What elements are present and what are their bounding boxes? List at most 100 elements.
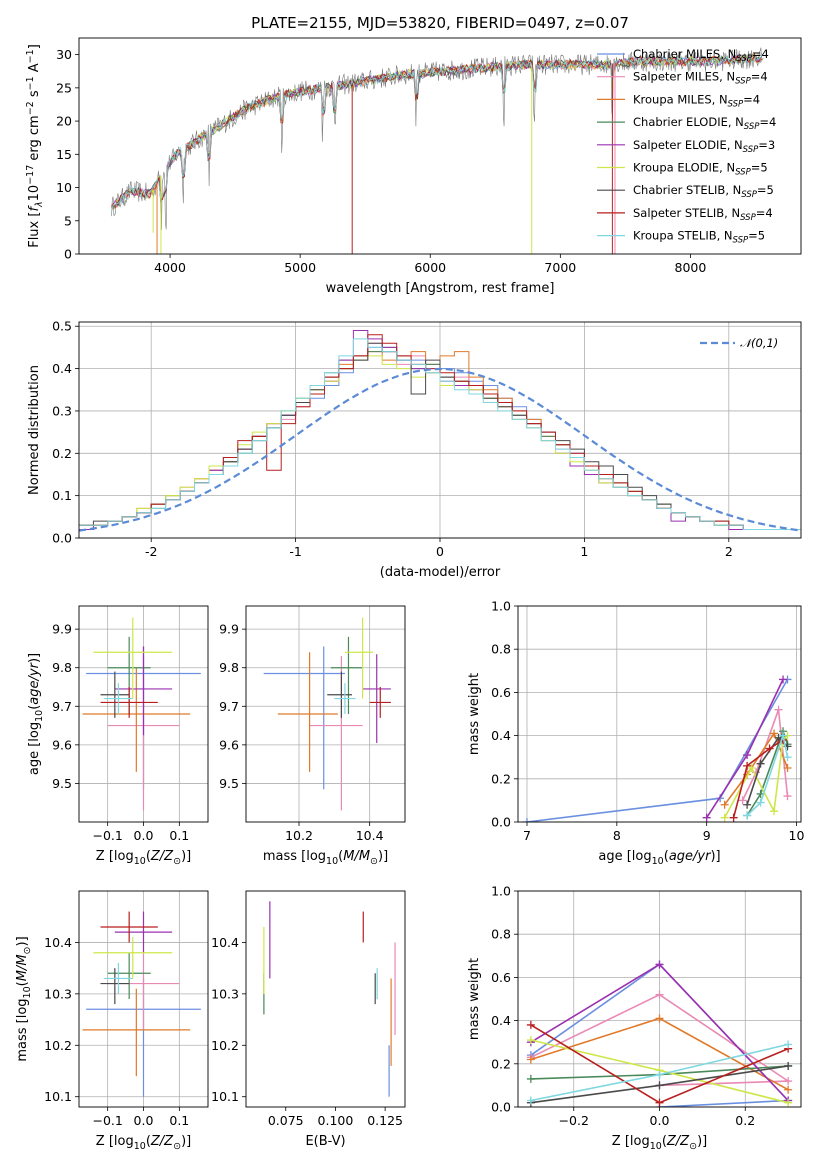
- weight-line-salpeter-miles: [530, 993, 791, 1087]
- weight-marker-kroupa-miles: [784, 1085, 793, 1094]
- x-tick-label: 0.1: [169, 828, 189, 843]
- y-tick-label: 0.5: [52, 319, 72, 334]
- legend-entry: Salpeter ELODIE, NSSP=3: [633, 138, 775, 155]
- weight-marker-kroupa-elodie: [770, 807, 779, 816]
- legend-entry: Kroupa MILES, NSSP=4: [633, 92, 760, 109]
- weight-marker-salpeter-stelib: [743, 761, 752, 770]
- x-tick-label: 0.125: [367, 1113, 403, 1128]
- y-tick-label: 0.0: [491, 1100, 511, 1115]
- weight-marker-kroupa-miles: [770, 729, 779, 738]
- weight-marker-kroupa-elodie: [526, 1036, 535, 1045]
- x-tick-label: 0.0: [134, 828, 154, 843]
- x-tick-label: 1: [580, 544, 588, 559]
- weight-lines: [522, 675, 792, 822]
- x-tick-label: 7: [523, 828, 531, 843]
- model-spectrum-kroupa-stelib: [111, 53, 762, 212]
- x-tick-label: 5000: [284, 260, 316, 275]
- weight-marker-kroupa-stelib: [655, 1070, 664, 1079]
- weight-marker-salpeter-miles: [738, 796, 747, 805]
- x-axis-label: Z [log10(Z/Z⊙)]: [96, 849, 191, 867]
- panel-mass_vs_Z: −0.1 0.0 0.1 10.1 10.2 10.3 10.4 Z [log10(Z/Z⊙)…: [15, 890, 209, 1152]
- weight-marker-kroupa-stelib: [779, 731, 788, 740]
- axes-frame: [78, 605, 209, 823]
- y-tick-label: 0.2: [491, 1056, 511, 1071]
- weight-lines: [526, 960, 793, 1107]
- weight-marker-salpeter-elodie: [743, 751, 752, 760]
- x-tick-label: −0.1: [92, 1113, 122, 1128]
- x-tick-label: 10: [789, 828, 805, 843]
- y-tick-label: 10.4: [44, 935, 72, 950]
- weight-marker-kroupa-stelib: [783, 753, 792, 762]
- y-tick-label: 10.2: [44, 1038, 72, 1053]
- y-tick-label: 0.4: [52, 361, 72, 376]
- x-tick-label: -2: [145, 544, 157, 559]
- y-tick-label: 0.6: [491, 685, 511, 700]
- weight-marker-salpeter-miles: [784, 1077, 793, 1086]
- x-tick-label: 6000: [414, 260, 446, 275]
- x-tick-label: −0.1: [92, 828, 122, 843]
- y-tick-label: 20: [56, 114, 72, 129]
- y-tick-label: 0.8: [491, 642, 511, 657]
- figure-title: PLATE=2155, MJD=53820, FIBERID=0497, z=0…: [251, 14, 629, 32]
- weight-marker-chabrier-stelib: [743, 800, 752, 809]
- x-tick-label: 10.2: [285, 828, 313, 843]
- y-tick-label: 0.1: [52, 488, 72, 503]
- y-tick-label: 9.7: [219, 699, 239, 714]
- y-tick-label: 0.4: [491, 728, 511, 743]
- normal-curve: [79, 367, 801, 532]
- x-tick-label: 0: [436, 544, 444, 559]
- weight-marker-chabrier-stelib: [784, 1061, 793, 1070]
- weight-line-kroupa-miles: [723, 731, 789, 806]
- x-tick-label: 0.1: [169, 1113, 189, 1128]
- y-axis-label: mass weight: [467, 673, 482, 755]
- x-tick-label: 8: [613, 828, 621, 843]
- weight-marker-salpeter-stelib: [526, 1020, 535, 1029]
- y-tick-label: 0.0: [52, 531, 72, 546]
- axes-frame: [245, 890, 406, 1108]
- weight-marker-salpeter-miles: [774, 705, 783, 714]
- weight-marker-salpeter-miles: [783, 792, 792, 801]
- panel-age_vs_Z: −0.1 0.0 0.1 9.5 9.6 9.7 9.8 9.9 Z [log10(Z/Z⊙)]…: [27, 605, 209, 867]
- y-axis-label: mass weight: [467, 958, 482, 1040]
- y-tick-label: 1.0: [491, 884, 511, 899]
- y-tick-label: 0.4: [491, 1013, 511, 1028]
- weight-line-salpeter-miles: [741, 709, 789, 801]
- x-tick-label: 10.4: [356, 828, 384, 843]
- x-axis-label: mass [log10(M/M⊙)]: [263, 849, 388, 867]
- y-tick-label: 0.3: [52, 403, 72, 418]
- weight-marker-salpeter-elodie: [702, 813, 711, 822]
- axes-frame: [245, 605, 406, 823]
- weight-marker-kroupa-elodie: [720, 813, 729, 822]
- legend-entry: Kroupa STELIB, NSSP=5: [633, 229, 765, 246]
- panel-weight_vs_age: 7 8 9 10 0.0 0.2 0.4 0.6 0.8 1.0 mass weight age [l…: [467, 599, 805, 868]
- y-tick-label: 10.1: [44, 1089, 72, 1104]
- y-tick-label: 0: [64, 247, 72, 262]
- weight-marker-salpeter-stelib: [655, 1098, 664, 1107]
- x-axis-label: Z [log10(Z/Z⊙)]: [612, 1134, 707, 1152]
- y-tick-label: 0.2: [491, 771, 511, 786]
- weight-marker-kroupa-elodie: [747, 764, 756, 772]
- legend-entry: Salpeter STELIB, NSSP=4: [633, 206, 773, 223]
- weight-marker-kroupa-stelib: [743, 811, 752, 820]
- x-tick-label: 0.100: [318, 1113, 354, 1128]
- y-tick-label: 9.6: [219, 737, 239, 752]
- y-tick-label: 1.0: [491, 599, 511, 614]
- y-tick-label: 10.3: [44, 986, 72, 1001]
- legend-entry: Chabrier STELIB, NSSP=5: [633, 183, 774, 200]
- axes-frame: [78, 321, 802, 539]
- panel-spectrum: 4000 5000 6000 7000 8000 0 5 10 15 20 25 30 waveleng…: [25, 37, 802, 296]
- y-axis-label: age [log10(age/yr)]: [27, 653, 45, 775]
- weight-marker-salpeter-elodie: [779, 675, 788, 684]
- x-tick-label: 7000: [544, 260, 576, 275]
- histogram-kroupa-stelib: [79, 338, 801, 530]
- y-tick-label: 0.6: [491, 970, 511, 985]
- y-tick-label: 5: [64, 213, 72, 228]
- y-tick-label: 9.9: [52, 622, 72, 637]
- y-tick-label: 10.1: [211, 1089, 239, 1104]
- weight-marker-chabrier-stelib: [774, 733, 783, 742]
- y-tick-label: 10.3: [211, 986, 239, 1001]
- panel-mass_vs_ebv: 0.075 0.100 0.125 10.1 10.2 10.3 10.4 E(B-V): [211, 890, 406, 1149]
- y-tick-label: 0.0: [491, 815, 511, 830]
- axes-frame: [517, 605, 802, 823]
